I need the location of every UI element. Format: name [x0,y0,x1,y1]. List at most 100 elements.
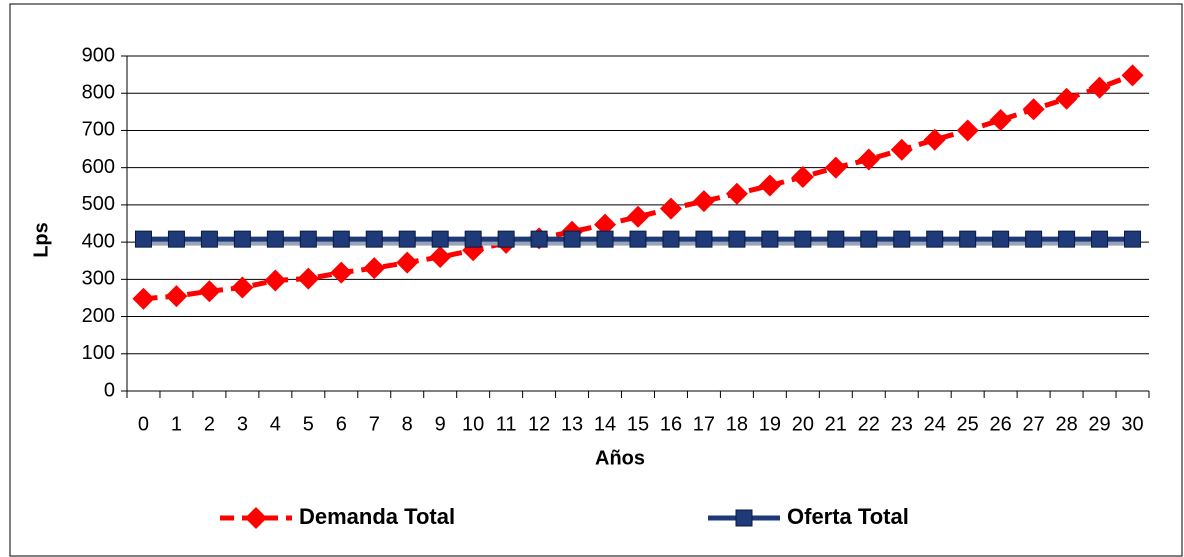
marker [695,230,713,248]
x-tick-label: 28 [1055,413,1077,435]
chart-frame [9,3,1183,557]
marker [167,230,185,248]
x-tick-label: 18 [726,413,748,435]
x-tick-label: 26 [990,413,1012,435]
marker [1124,230,1142,248]
marker [594,213,617,236]
marker [297,267,320,290]
marker [629,230,647,248]
marker [332,230,350,248]
marker [266,230,284,248]
y-tick-label: 100 [82,342,115,364]
marker [464,230,482,248]
y-axis-label: Lps [30,222,52,258]
y-tick-label: 700 [82,119,115,141]
marker [233,230,251,248]
marker [530,230,548,248]
y-tick-label: 400 [82,230,115,252]
marker [956,119,979,142]
marker [596,230,614,248]
marker [794,230,812,248]
marker [134,230,152,248]
x-tick-label: 12 [528,413,550,435]
x-tick-label: 30 [1121,413,1143,435]
x-tick-label: 23 [891,413,913,435]
marker [1088,76,1111,99]
series [134,230,1142,248]
marker [662,230,680,248]
x-tick-label: 2 [204,413,215,435]
marker [1055,87,1078,110]
marker [497,230,515,248]
y-tick-label: 200 [82,305,115,327]
x-tick-label: 19 [759,413,781,435]
x-tick-label: 24 [924,413,946,435]
marker [761,230,779,248]
marker [330,261,353,284]
marker [1022,98,1045,121]
marker [926,230,944,248]
marker [264,269,287,292]
x-tick-label: 9 [435,413,446,435]
marker [893,230,911,248]
marker [431,230,449,248]
marker [1058,230,1076,248]
y-tick-label: 600 [82,156,115,178]
x-tick-label: 7 [369,413,380,435]
y-tick-label: 500 [82,193,115,215]
marker [429,246,452,268]
marker [923,128,946,151]
marker [231,276,254,299]
marker [398,230,416,248]
y-tick-label: 300 [82,268,115,290]
marker [758,174,781,197]
x-tick-label: 20 [792,413,814,435]
marker [1121,64,1144,87]
x-tick-label: 16 [660,413,682,435]
x-tick-label: 4 [270,413,281,435]
marker [165,285,188,308]
x-tick-label: 14 [594,413,616,435]
x-tick-label: 21 [825,413,847,435]
legend-text: Oferta Total [787,504,909,529]
marker [132,287,155,310]
x-tick-label: 3 [237,413,248,435]
y-tick-label: 800 [82,82,115,104]
marker [992,230,1010,248]
x-tick-label: 10 [462,413,484,435]
x-tick-label: 17 [693,413,715,435]
marker [989,109,1012,132]
marker [563,230,581,248]
marker [396,251,419,274]
x-tick-label: 27 [1022,413,1044,435]
marker [365,230,383,248]
marker [1091,230,1109,248]
series-line [143,73,1134,302]
x-tick-label: 1 [171,413,182,435]
series [132,64,1144,310]
y-tick-label: 0 [104,379,115,401]
marker [198,280,221,303]
marker [363,257,386,280]
marker [735,509,753,527]
x-tick-label: 11 [496,413,517,435]
marker [299,230,317,248]
marker [627,205,649,228]
x-tick-label: 29 [1088,413,1110,435]
x-tick-label: 6 [336,413,347,435]
marker [827,230,845,248]
marker [692,190,715,213]
marker [824,156,847,179]
x-tick-label: 15 [627,413,649,435]
x-tick-label: 22 [858,413,880,435]
marker [725,182,748,205]
legend-text: Demanda Total [299,504,455,529]
marker [791,165,814,188]
y-tick-label: 900 [82,44,115,66]
marker [860,230,878,248]
marker [1025,230,1043,248]
x-tick-label: 5 [303,413,314,435]
marker [959,230,977,248]
marker [659,197,682,220]
